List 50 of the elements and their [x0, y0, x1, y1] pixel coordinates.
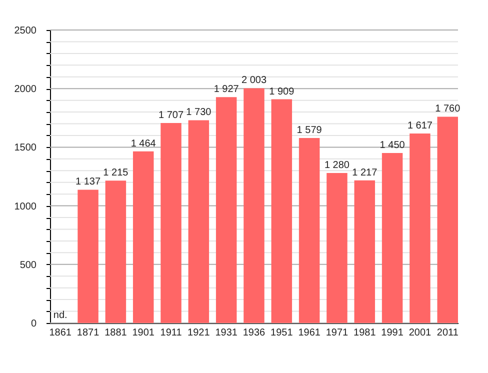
x-tick-label: 1871 [76, 328, 100, 338]
y-tick-label: 500 [20, 260, 37, 271]
y-tick-label: 1500 [14, 142, 37, 154]
bar [354, 180, 376, 323]
x-tick-label: 1971 [326, 328, 349, 338]
data-label: 1 617 [407, 120, 433, 132]
data-label: 1 927 [214, 84, 240, 96]
bar [298, 138, 320, 323]
data-label: 1 760 [435, 104, 461, 115]
bar [78, 190, 98, 323]
x-tick-label: 1881 [104, 328, 128, 338]
bar [382, 153, 403, 323]
y-tick-label: 1000 [14, 201, 37, 212]
data-label: 1 280 [324, 160, 350, 171]
bar [326, 172, 348, 323]
bar [216, 97, 237, 323]
x-tick-label: 1911 [160, 328, 182, 338]
bar [160, 122, 182, 323]
data-label: 1 215 [103, 168, 129, 179]
x-tick-label: 1931 [215, 328, 238, 338]
bar [244, 88, 264, 323]
data-label: 1 217 [352, 167, 378, 178]
data-label: 1 137 [76, 176, 101, 188]
x-tick-label: 1901 [132, 328, 155, 338]
data-label: 1 707 [158, 110, 184, 121]
data-label: 2 003 [241, 75, 267, 86]
data-label: 1 450 [380, 140, 406, 152]
x-tick-label: 1936 [242, 328, 266, 338]
x-tick-label: 2011 [436, 328, 459, 338]
bar [410, 133, 430, 323]
y-tick-label: 0 [30, 318, 37, 330]
bar [437, 116, 458, 323]
bar [271, 99, 292, 323]
text: nd. [53, 310, 68, 321]
x-tick-label: 2001 [408, 328, 432, 338]
data-label: 1 464 [130, 138, 156, 150]
bar [105, 180, 126, 323]
bar [132, 151, 154, 323]
x-tick-label: 1921 [188, 328, 210, 338]
x-tick-label: 1991 [381, 328, 404, 338]
data-label: 1 909 [269, 86, 295, 98]
x-tick-label: 1961 [298, 328, 321, 338]
data-label: 1 730 [186, 107, 212, 118]
bar [188, 120, 210, 323]
x-tick-label: 1951 [270, 328, 294, 338]
data-label: 1 579 [296, 124, 322, 136]
x-tick-label: 1981 [354, 328, 376, 338]
y-tick-label: 2000 [14, 84, 37, 96]
x-tick-label: 1861 [49, 328, 72, 338]
y-tick-label: 2500 [14, 26, 37, 36]
